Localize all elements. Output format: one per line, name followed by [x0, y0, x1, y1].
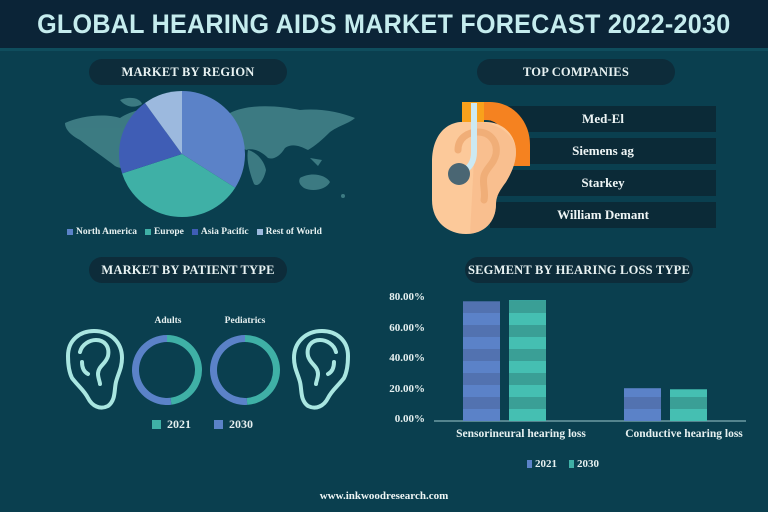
legend-swatch	[527, 460, 532, 469]
legend-item-2030: 2030	[569, 458, 599, 470]
footer-url: www.inkwoodresearch.com	[319, 490, 449, 502]
y-tick-label: 20.00%	[389, 382, 425, 395]
donut-segment-2021	[245, 335, 280, 405]
region-pie-chart	[119, 91, 246, 218]
x-tick-label: Sensorineural hearing loss	[456, 428, 586, 440]
bar-2021-0	[463, 301, 500, 421]
ear-outline-icon-left	[66, 329, 124, 410]
legend-swatch	[144, 228, 151, 235]
header-divider	[0, 48, 768, 51]
patient-legend-2021: 2021	[152, 417, 191, 432]
legend-item-north-america: North America	[67, 227, 137, 237]
donut-label-pediatrics: Pediatrics	[224, 316, 266, 326]
patient-legend-2030: 2030	[214, 417, 253, 432]
hearing-aid-ear-icon	[432, 102, 530, 234]
donut-label-adults: Adults	[154, 316, 182, 326]
legend-item-asia-pacific: Asia Pacific	[191, 227, 249, 237]
legend-item-rest-of-world: Rest of World	[256, 227, 322, 237]
legend-swatch	[152, 420, 161, 429]
legend-swatch	[569, 460, 574, 469]
ear-outline-icon-right	[292, 329, 350, 410]
section-title-hearing-loss: SEGMENT BY HEARING LOSS TYPE	[465, 257, 693, 283]
x-tick-label: Conductive hearing loss	[625, 428, 743, 440]
bar-legend: 2021 2030	[527, 458, 599, 470]
bar-2021-1	[624, 388, 661, 421]
legend-item-europe: Europe	[144, 227, 184, 237]
y-tick-label: 0.00%	[394, 413, 425, 425]
legend-swatch	[191, 228, 198, 235]
pie-slice-europe	[122, 154, 236, 218]
donut-segment-2030	[132, 335, 172, 405]
section-title-companies: TOP COMPANIES	[477, 59, 675, 85]
y-tick-label: 40.00%	[389, 352, 425, 364]
pie-slice-asia-pacific	[119, 103, 182, 174]
header-banner: GLOBAL HEARING AIDS MARKET FORECAST 2022…	[0, 0, 768, 48]
legend-item-2021: 2021	[527, 458, 557, 470]
donut-segment-2030	[209, 335, 248, 405]
section-title-patient: MARKET BY PATIENT TYPE	[89, 257, 287, 283]
legend-swatch	[67, 228, 73, 235]
donut-chart-adults	[132, 335, 203, 405]
donut-chart-pediatrics	[209, 335, 280, 405]
bar-2030-0	[509, 300, 546, 421]
legend-swatch	[214, 420, 223, 429]
pie-slice-rest-of-world	[144, 91, 182, 154]
pie-slice-north-america	[182, 91, 246, 188]
company-row: Med-El	[490, 106, 716, 132]
bar-2030-1	[670, 389, 707, 421]
y-tick-label: 80.00%	[389, 291, 425, 303]
donut-segment-2021	[167, 335, 203, 405]
section-title-region: MARKET BY REGION	[89, 59, 287, 85]
company-row: William Demant	[490, 202, 716, 228]
legend-swatch	[256, 228, 263, 235]
y-tick-label: 60.00%	[389, 321, 425, 334]
company-row: Starkey	[490, 170, 716, 196]
region-legend: North America Europe Asia Pacific Rest o…	[67, 227, 322, 237]
page-title: GLOBAL HEARING AIDS MARKET FORECAST 2022…	[37, 8, 731, 39]
